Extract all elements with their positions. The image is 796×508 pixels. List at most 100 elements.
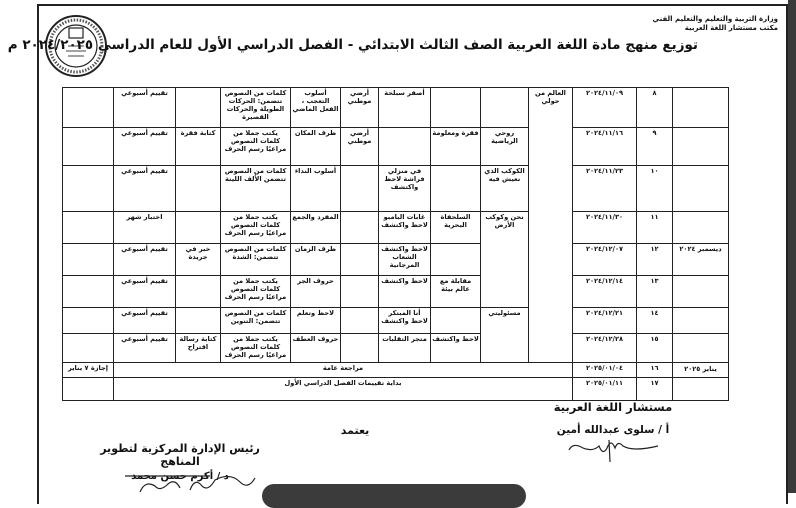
notes-cell [62, 333, 114, 363]
month-cell [672, 127, 729, 166]
notes-cell [62, 243, 114, 276]
curriculum-table: ٨ ٢٠٢٤/١١/٠٩ العالم من حولي أصفر سبلحة أرضي … [62, 87, 729, 401]
table-row: ديسمبر ٢٠٢٤ ١٢ ٢٠٢٤/١٢/٠٧ لاحظ واكتشف الشعا… [62, 243, 729, 276]
approve-label: يعتمد [340, 424, 370, 437]
date-cell: ٢٠٢٤/١٢/٢١ [572, 307, 637, 334]
document-frame [37, 4, 788, 504]
writing-cell: كتابة فقرة [175, 127, 221, 166]
listening-cell: لاحظ واكتشف [430, 333, 481, 363]
writing-cell [175, 87, 221, 128]
notes-cell [62, 211, 114, 244]
scan-edge [788, 0, 796, 493]
grammar-cell: حروف الجر [290, 275, 341, 308]
week-cell: ١٤ [636, 307, 673, 334]
assessment-cell: تقييم أسبوعي [113, 243, 176, 276]
poem-cell [340, 307, 379, 334]
spelling-cell: يكتب جملا من كلمات النصوص مراعيًا رسم ال… [220, 127, 291, 166]
assessment-cell: تقييم أسبوعي [113, 127, 176, 166]
summary-text-cell: بداية تقييمات الفصل الدراسي الأول [113, 377, 573, 401]
listening-cell [430, 307, 481, 334]
grammar-cell: المفرد والجمع [290, 211, 341, 244]
week-cell: ١٠ [636, 165, 673, 212]
listening-cell [430, 87, 481, 128]
week-cell: ١٢ [636, 243, 673, 276]
assessment-cell: تقييم أسبوعي [113, 275, 176, 308]
listening-cell: مقابلة مع عالم بيئة [430, 275, 481, 308]
date-cell: ٢٠٢٥/٠١/١١ [572, 377, 637, 401]
ministry-name: وزارة التربية والتعليم والتعليم الفني [652, 15, 778, 23]
week-cell: ٨ [636, 87, 673, 128]
writing-cell [175, 307, 221, 334]
poem-cell: أرضي موطني [340, 127, 379, 166]
table-row: ٩ ٢٠٢٤/١١/١٦ روحي الرياضية فقرة ومعلومة أرضي… [62, 127, 729, 166]
summary-text-cell: مراجعة عامة [113, 362, 573, 378]
month-cell [672, 275, 729, 308]
ministry-header: وزارة التربية والتعليم والتعليم الفني مك… [653, 15, 778, 33]
grammar-cell: حروف العطف [290, 333, 341, 363]
spelling-cell: كلمات من النصوص تتضمن: التنوين [220, 307, 291, 334]
ministry-seal-icon [45, 15, 107, 77]
assessment-cell: تقييم أسبوعي [113, 165, 176, 212]
spelling-cell: يكتب جملا من كلمات النصوص مراعيًا رسم ال… [220, 211, 291, 244]
notes-cell [62, 275, 114, 308]
unit-cell: العالم من حولي [528, 87, 573, 363]
week-cell: ١٧ [636, 377, 673, 401]
advisor-name: أ / سلوى عبدالله أمين [556, 424, 670, 436]
date-cell: ٢٠٢٤/١١/٠٩ [572, 87, 637, 128]
poem-cell [340, 275, 379, 308]
month-cell [672, 307, 729, 334]
theme-cell: الكوكب الذي نعيش فيه [480, 165, 529, 212]
writing-cell [175, 275, 221, 308]
table-row: ١٠ ٢٠٢٤/١١/٢٣ الكوكب الذي نعيش فيه في منزلي… [62, 165, 729, 212]
assessment-cell: تقييم أسبوعي [113, 87, 176, 128]
assessment-cell: تقييم أسبوعي [113, 307, 176, 334]
notes-cell [62, 165, 114, 212]
reading-cell: أنا المبتكر لاحظ واكتشف [378, 307, 431, 334]
head-title: رئيس الإدارة المركزية لتطوير المناهج [100, 442, 260, 468]
listening-cell: السلحفاة البحرية [430, 211, 481, 244]
reading-cell: لاحظ واكتشف الشعاب المرجانية [378, 243, 431, 276]
spelling-cell: يكتب جملا من كلمات النصوص مراعيًا رسم ال… [220, 333, 291, 363]
advisor-signature-icon [568, 439, 659, 463]
head-signature-icon [125, 475, 256, 493]
week-cell: ١٥ [636, 333, 673, 363]
notes-cell: إجازة ٧ يناير [62, 362, 114, 378]
theme-cell: نحن وكوكب الأرض [480, 211, 529, 308]
grammar-cell: أسلوب التعجب ، الفعل الماضي [290, 87, 341, 128]
month-cell: يناير ٢٠٢٥ [672, 362, 729, 378]
listening-cell [430, 243, 481, 276]
reading-cell: لاحظ واكتشف [378, 275, 431, 308]
advisor-block: مستشار اللغة العربية أ / سلوى عبدالله أم… [548, 400, 678, 469]
date-cell: ٢٠٢٤/١٢/١٤ [572, 275, 637, 308]
listening-cell [430, 165, 481, 212]
summary-row: يناير ٢٠٢٥ ١٦ ٢٠٢٥/٠١/٠٤ مراجعة عامة إجازة ٧… [62, 362, 729, 378]
date-cell: ٢٠٢٤/١١/١٦ [572, 127, 637, 166]
month-cell [672, 333, 729, 363]
date-cell: ٢٠٢٤/١٢/٢٨ [572, 333, 637, 363]
spelling-cell: كلمات من النصوص تتضمن الألف اللينة [220, 165, 291, 212]
grammar-cell: لاحظ وتعلم [290, 307, 341, 334]
spelling-cell: كلمات من النصوص تتضمن: الشدة [220, 243, 291, 276]
poem-cell [340, 211, 379, 244]
notes-cell [62, 307, 114, 334]
month-cell [672, 87, 729, 128]
month-cell [672, 165, 729, 212]
writing-cell: خبر في جريدة [175, 243, 221, 276]
month-cell: ديسمبر ٢٠٢٤ [672, 243, 729, 276]
poem-cell [340, 333, 379, 363]
notes-cell [62, 127, 114, 166]
poem-cell [340, 243, 379, 276]
grammar-cell: أسلوب النداء [290, 165, 341, 212]
notes-cell [62, 87, 114, 128]
week-cell: ١٦ [636, 362, 673, 378]
date-cell: ٢٠٢٤/١٢/٠٧ [572, 243, 637, 276]
listening-cell: فقرة ومعلومة [430, 127, 481, 166]
writing-cell [175, 211, 221, 244]
page-title: توزيع منهج مادة اللغة العربية الصف الثال… [7, 37, 698, 53]
office-name: مكتب مستشار اللغة العربية [684, 24, 778, 32]
grammar-cell: ظرف المكان [290, 127, 341, 166]
summary-row: ١٧ ٢٠٢٥/٠١/١١ بداية تقييمات الفصل الدراسي … [62, 377, 729, 401]
week-cell: ١٣ [636, 275, 673, 308]
month-cell [672, 377, 729, 401]
theme-cell [480, 87, 529, 128]
